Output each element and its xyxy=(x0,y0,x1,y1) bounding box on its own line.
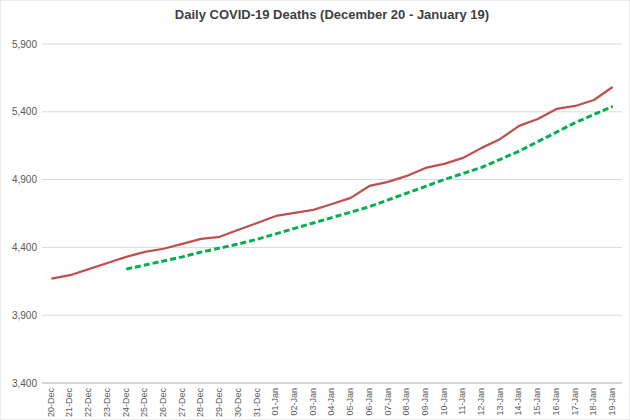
x-tick-label: 21-Dec xyxy=(64,388,74,418)
grid-line xyxy=(42,111,622,112)
x-tick-label: 17-Jan xyxy=(570,388,580,416)
grid-line xyxy=(42,179,622,180)
x-tick-label: 08-Jan xyxy=(401,388,411,416)
x-tick-label: 27-Dec xyxy=(177,388,187,418)
x-tick-label: 22-Dec xyxy=(83,388,93,418)
x-tick-label: 26-Dec xyxy=(158,388,168,418)
x-tick-label: 02-Jan xyxy=(289,388,299,416)
x-tick-label: 11-Jan xyxy=(457,388,467,415)
x-tick-label: 29-Dec xyxy=(214,388,224,418)
y-tick-label: 3,400 xyxy=(12,378,37,389)
x-tick-label: 24-Dec xyxy=(121,388,131,418)
y-tick-label: 4,400 xyxy=(12,242,37,253)
grid-line xyxy=(42,383,622,384)
x-tick-label: 13-Jan xyxy=(495,388,505,416)
x-tick-label: 31-Dec xyxy=(252,388,262,418)
x-tick-label: 19-Jan xyxy=(607,388,617,416)
series-line xyxy=(126,106,612,269)
y-tick-label: 3,900 xyxy=(12,310,37,321)
y-tick-label: 4,900 xyxy=(12,174,37,185)
x-tick-label: 05-Jan xyxy=(345,388,355,416)
y-tick-label: 5,900 xyxy=(12,39,37,50)
x-tick-label: 10-Jan xyxy=(439,388,449,416)
grid-line xyxy=(42,247,622,248)
series-line xyxy=(51,87,612,279)
x-tick-label: 03-Jan xyxy=(308,388,318,416)
title: Daily COVID-19 Deaths (December 20 - Jan… xyxy=(175,7,489,22)
x-tick-label: 12-Jan xyxy=(476,388,486,416)
plot-area xyxy=(51,87,612,279)
x-tick-label: 06-Jan xyxy=(364,388,374,416)
x-tick-label: 09-Jan xyxy=(420,388,430,416)
x-tick-label: 28-Dec xyxy=(195,388,205,418)
chart: Daily COVID-19 Deaths (December 20 - Jan… xyxy=(0,0,630,420)
x-tick-label: 20-Dec xyxy=(46,388,56,418)
x-axis xyxy=(42,383,622,384)
grid-line xyxy=(42,44,622,45)
x-tick-label: 18-Jan xyxy=(588,388,598,416)
x-tick-label: 01-Jan xyxy=(270,388,280,416)
x-tick-label: 25-Dec xyxy=(139,388,149,418)
x-tick-label: 16-Jan xyxy=(551,388,561,416)
x-tick-label: 14-Jan xyxy=(513,388,523,416)
x-tick-label: 23-Dec xyxy=(102,388,112,418)
x-tick-label: 15-Jan xyxy=(532,388,542,416)
grid-line xyxy=(42,315,622,316)
y-tick-label: 5,400 xyxy=(12,106,37,117)
background xyxy=(0,0,630,420)
x-tick-label: 30-Dec xyxy=(233,388,243,418)
x-tick-label: 07-Jan xyxy=(383,388,393,416)
x-tick-label: 04-Jan xyxy=(326,388,336,416)
